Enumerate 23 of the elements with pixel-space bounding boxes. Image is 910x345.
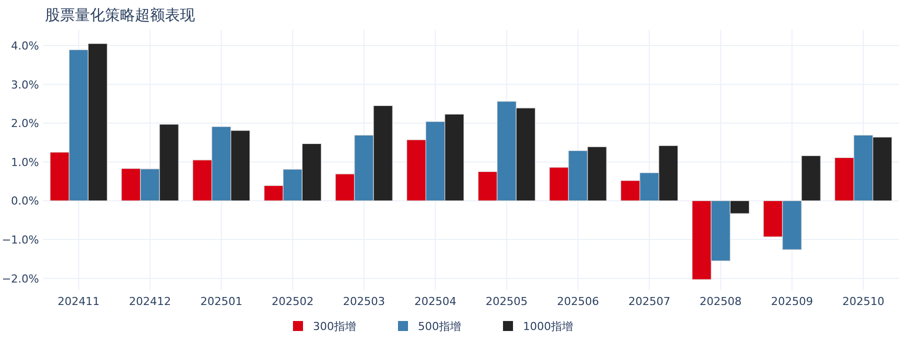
chart-title: 股票量化策略超额表现: [45, 6, 195, 24]
legend-label: 1000指增: [523, 320, 573, 333]
y-tick-label: 4.0%: [11, 40, 39, 53]
y-tick-label: 2.0%: [11, 117, 39, 130]
y-tick-label: 1.0%: [11, 156, 39, 169]
x-tick-label: 202503: [343, 295, 385, 308]
x-tick-label: 202501: [200, 295, 242, 308]
y-tick-label: −1.0%: [2, 234, 39, 247]
x-tick-label: 202412: [129, 295, 171, 308]
y-tick-label: −2.0%: [2, 272, 39, 286]
x-tick-label: 202510: [842, 295, 884, 308]
x-tick-label: 202509: [771, 295, 813, 308]
x-tick-label: 202506: [557, 295, 599, 308]
x-tick-label: 202508: [700, 295, 742, 308]
x-tick-label: 202504: [414, 295, 456, 308]
y-tick-label: 3.0%: [11, 78, 39, 92]
legend-label: 300指增: [313, 320, 356, 333]
x-tick-label: 202502: [272, 295, 314, 308]
y-tick-label: 0.0%: [11, 194, 39, 208]
x-tick-label: 202505: [486, 295, 528, 308]
legend-label: 500指增: [418, 320, 461, 333]
x-tick-label: 202411: [58, 295, 100, 308]
x-tick-label: 202507: [628, 295, 670, 308]
